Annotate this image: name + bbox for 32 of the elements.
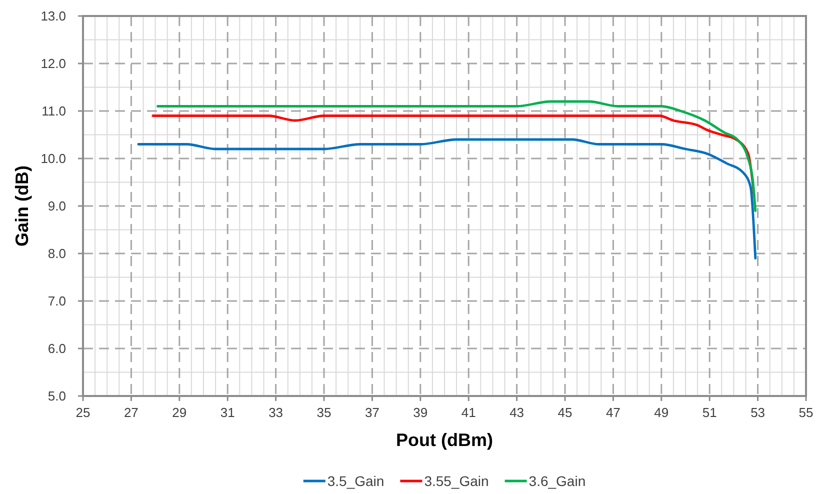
line-series <box>156 100 757 212</box>
y-tick-label: 11.0 <box>42 104 66 118</box>
x-tick-label: 27 <box>124 405 138 420</box>
y-tick-label: 5.0 <box>48 388 66 404</box>
x-tick-label: 25 <box>76 405 90 420</box>
y-tick-label: 10.0 <box>40 151 66 166</box>
x-axis-title: Pout (dBm) <box>396 430 493 450</box>
y-tick-label: 8.0 <box>48 246 66 261</box>
y-tick-label: 7.0 <box>48 294 66 308</box>
x-tick-label: 29 <box>172 405 187 420</box>
x-tick-label: 41 <box>461 405 476 420</box>
line-series <box>137 138 757 260</box>
x-tick-label: 43 <box>510 405 524 420</box>
legend-label: 3.55_Gain <box>424 473 489 489</box>
y-axis-title: Gain (dB) <box>12 166 32 246</box>
x-tick-label: 49 <box>654 405 669 420</box>
y-tick-label: 13.0 <box>40 8 66 24</box>
legend-label: 3.6_Gain <box>528 473 586 489</box>
y-tick-label: 6.0 <box>48 341 66 356</box>
x-tick-label: 55 <box>798 405 814 420</box>
x-tick-label: 53 <box>750 405 766 420</box>
y-tick-label: 12.0 <box>40 56 66 71</box>
x-tick-label: 47 <box>606 405 620 420</box>
x-tick-label: 31 <box>220 405 235 420</box>
x-tick-label: 51 <box>702 405 717 420</box>
legend-label: 3.5_Gain <box>327 473 384 489</box>
x-tick-label: 39 <box>413 405 428 420</box>
x-tick-label: 35 <box>316 405 332 420</box>
x-tick-label: 45 <box>558 405 572 420</box>
x-tick-label: 33 <box>268 405 284 420</box>
y-tick-label: 9.0 <box>48 198 66 214</box>
x-tick-label: 37 <box>364 405 380 420</box>
